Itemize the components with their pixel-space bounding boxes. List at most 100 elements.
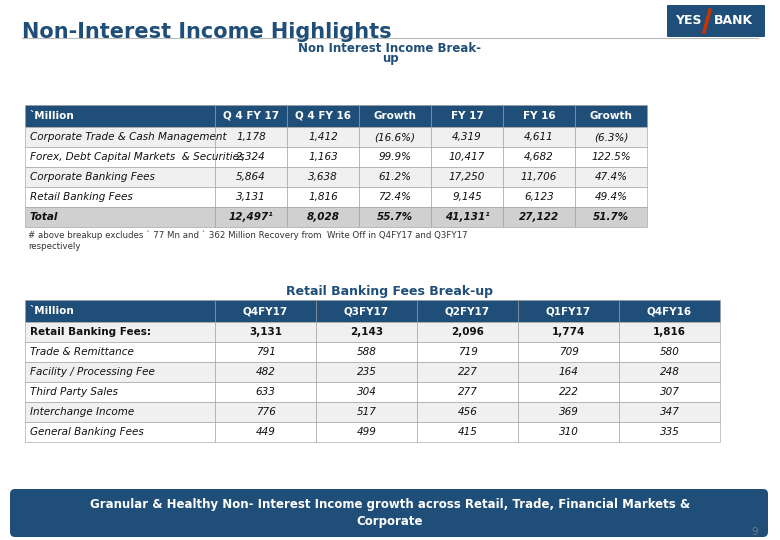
Bar	[575, 187, 647, 207]
Bar	[287, 207, 359, 227]
Text: 304: 304	[356, 387, 377, 397]
Bar	[25, 362, 215, 382]
Text: 719: 719	[458, 347, 477, 357]
Text: FY 16: FY 16	[523, 111, 555, 121]
Text: 72.4%: 72.4%	[378, 192, 412, 202]
Text: 1,163: 1,163	[308, 152, 338, 162]
Bar	[25, 322, 215, 342]
Text: 415: 415	[458, 427, 477, 437]
Text: 1,816: 1,816	[308, 192, 338, 202]
Text: Granular & Healthy Non- Interest Income growth across Retail, Trade, Financial M: Granular & Healthy Non- Interest Income …	[90, 498, 690, 528]
Text: 2,324: 2,324	[236, 152, 266, 162]
Text: Forex, Debt Capital Markets  & Securities: Forex, Debt Capital Markets & Securities	[30, 152, 244, 162]
Text: 709: 709	[558, 347, 579, 357]
Bar	[316, 362, 417, 382]
Text: 164: 164	[558, 367, 579, 377]
Bar	[417, 300, 518, 322]
Text: Q4FY16: Q4FY16	[647, 306, 692, 316]
Bar	[518, 382, 619, 402]
Text: 10,417: 10,417	[448, 152, 485, 162]
Text: 9,145: 9,145	[452, 192, 482, 202]
Bar	[359, 127, 431, 147]
Bar	[215, 167, 287, 187]
Text: `Million: `Million	[30, 111, 75, 121]
Bar	[316, 402, 417, 422]
Text: 580: 580	[660, 347, 679, 357]
Bar	[25, 105, 215, 127]
Bar	[287, 147, 359, 167]
Bar	[575, 207, 647, 227]
Bar	[518, 402, 619, 422]
Bar	[431, 187, 503, 207]
Text: 4,319: 4,319	[452, 132, 482, 142]
Text: Q2FY17: Q2FY17	[445, 306, 490, 316]
Bar	[503, 187, 575, 207]
Text: 47.4%: 47.4%	[594, 172, 627, 182]
Bar	[316, 300, 417, 322]
Text: Trade & Remittance: Trade & Remittance	[30, 347, 134, 357]
Text: 791: 791	[256, 347, 275, 357]
Text: 499: 499	[356, 427, 377, 437]
Bar	[619, 422, 720, 442]
Bar	[287, 127, 359, 147]
Text: 9: 9	[751, 527, 758, 537]
Bar	[215, 422, 316, 442]
Bar	[575, 105, 647, 127]
Text: 307: 307	[660, 387, 679, 397]
Text: Third Party Sales: Third Party Sales	[30, 387, 118, 397]
Text: FY 17: FY 17	[451, 111, 484, 121]
Bar	[25, 402, 215, 422]
Text: Non Interest Income Break-: Non Interest Income Break-	[299, 42, 481, 55]
Bar	[359, 187, 431, 207]
Bar	[575, 147, 647, 167]
Text: 776: 776	[256, 407, 275, 417]
Text: 17,250: 17,250	[448, 172, 485, 182]
Bar	[215, 342, 316, 362]
Text: 4,611: 4,611	[524, 132, 554, 142]
Text: 222: 222	[558, 387, 579, 397]
Bar	[359, 207, 431, 227]
Text: 1,774: 1,774	[551, 327, 585, 337]
Text: 3,131: 3,131	[236, 192, 266, 202]
Text: 248: 248	[660, 367, 679, 377]
Bar	[215, 187, 287, 207]
Bar	[25, 207, 215, 227]
Text: 11,706: 11,706	[521, 172, 557, 182]
Text: 633: 633	[256, 387, 275, 397]
Bar	[417, 362, 518, 382]
Bar	[417, 322, 518, 342]
Bar	[503, 127, 575, 147]
Bar	[359, 167, 431, 187]
Bar	[215, 322, 316, 342]
Bar	[431, 147, 503, 167]
Text: Corporate Banking Fees: Corporate Banking Fees	[30, 172, 155, 182]
Text: 12,497¹: 12,497¹	[229, 212, 273, 222]
Text: (16.6%): (16.6%)	[374, 132, 416, 142]
Bar	[215, 362, 316, 382]
Text: 27,122: 27,122	[519, 212, 559, 222]
Bar	[25, 422, 215, 442]
Bar	[518, 322, 619, 342]
Text: 49.4%: 49.4%	[594, 192, 627, 202]
Bar	[417, 422, 518, 442]
FancyBboxPatch shape	[10, 489, 768, 537]
Bar	[316, 322, 417, 342]
Text: Total: Total	[30, 212, 58, 222]
Bar	[417, 402, 518, 422]
Text: General Banking Fees: General Banking Fees	[30, 427, 144, 437]
Text: 235: 235	[356, 367, 377, 377]
Text: 1,816: 1,816	[653, 327, 686, 337]
Bar	[503, 207, 575, 227]
Text: 61.2%: 61.2%	[378, 172, 412, 182]
Bar	[503, 167, 575, 187]
Bar	[417, 382, 518, 402]
Bar	[518, 422, 619, 442]
Text: 8,028: 8,028	[307, 212, 339, 222]
Text: Q 4 FY 16: Q 4 FY 16	[295, 111, 351, 121]
Bar	[431, 127, 503, 147]
Bar	[287, 105, 359, 127]
Text: 310: 310	[558, 427, 579, 437]
Text: 588: 588	[356, 347, 377, 357]
Text: 3,638: 3,638	[308, 172, 338, 182]
Text: Q 4 FY 17: Q 4 FY 17	[223, 111, 279, 121]
